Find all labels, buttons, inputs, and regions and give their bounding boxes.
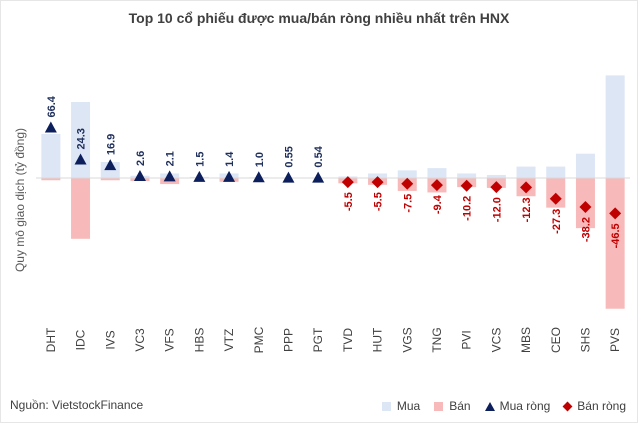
x-tick-label: PGT — [311, 327, 325, 352]
net-sell-label: -7.5 — [402, 194, 414, 213]
x-tick-label: SHS — [578, 328, 592, 353]
x-tick-label: HUT — [371, 327, 385, 352]
net-buy-label: 16.9 — [105, 134, 117, 155]
net-buy-marker — [163, 170, 176, 182]
legend-label-sell: Bán — [449, 399, 471, 413]
buy-bar — [71, 102, 91, 178]
net-sell-label: -5.5 — [373, 192, 385, 211]
buy-bar — [397, 170, 417, 178]
net-sell-label: -9.4 — [432, 194, 444, 214]
x-tick-label: VTZ — [222, 329, 236, 352]
x-tick-label: VCS — [489, 328, 503, 353]
x-tick-label: CEO — [549, 327, 563, 353]
x-tick-label: VGS — [400, 327, 414, 352]
net-sell-label: -5.5 — [343, 192, 355, 211]
x-tick-label: IVS — [103, 330, 117, 349]
diamond-icon — [562, 401, 573, 411]
x-tick-label: PVS — [608, 328, 622, 352]
x-tick-label: PMC — [252, 326, 266, 353]
buy-bar — [486, 174, 506, 178]
x-tick-label: VFS — [163, 328, 177, 351]
legend-swatch-sell — [434, 401, 444, 411]
net-buy-marker — [252, 171, 265, 183]
legend-item-buy[interactable]: Mua — [381, 399, 421, 413]
net-sell-marker — [341, 176, 354, 189]
triangle-icon — [484, 401, 495, 411]
net-sell-marker — [520, 181, 533, 194]
net-buy-marker — [193, 170, 206, 182]
x-tick-label: TVD — [341, 328, 355, 352]
net-sell-marker — [579, 201, 592, 214]
net-buy-marker — [223, 170, 236, 182]
net-sell-label: -12.3 — [521, 197, 533, 222]
net-buy-label: 1.4 — [224, 151, 236, 167]
net-buy-label: 2.6 — [135, 151, 147, 166]
net-buy-label: 0.54 — [313, 145, 325, 167]
buy-bar — [41, 133, 61, 178]
net-sell-label: -12.0 — [491, 197, 503, 222]
sell-bar — [71, 178, 91, 239]
net-buy-label: 0.55 — [283, 146, 295, 167]
buy-bar — [546, 166, 566, 178]
legend-item-net-sell[interactable]: Bán ròng — [562, 399, 626, 413]
net-buy-marker — [312, 171, 325, 183]
x-tick-label: PVI — [460, 330, 474, 349]
legend-item-net-buy[interactable]: Mua ròng — [484, 399, 551, 413]
x-tick-label: MBS — [519, 327, 533, 353]
net-sell-marker — [371, 176, 384, 189]
legend-item-sell[interactable]: Bán — [434, 399, 471, 413]
net-buy-marker — [133, 170, 146, 182]
net-sell-marker — [401, 177, 414, 190]
sell-bar — [41, 178, 61, 181]
x-tick-label: TNG — [430, 327, 444, 352]
sell-bar — [100, 178, 120, 181]
net-buy-label: 24.3 — [76, 128, 88, 149]
net-buy-label: 2.1 — [165, 151, 177, 166]
x-tick-label: HBS — [192, 328, 206, 353]
net-sell-label: -46.5 — [610, 223, 622, 248]
legend-label-buy: Mua — [396, 399, 421, 413]
source-note: Nguồn: VietstockFinance — [10, 398, 144, 412]
legend-label-net-sell: Bán ròng — [577, 399, 626, 413]
net-buy-label: 1.5 — [194, 152, 206, 167]
net-buy-marker — [282, 171, 295, 183]
net-buy-label: 66.4 — [46, 95, 58, 117]
buy-bar — [575, 153, 595, 178]
net-sell-marker — [460, 179, 473, 192]
net-buy-marker — [104, 159, 117, 171]
net-buy-marker — [74, 153, 87, 165]
legend-swatch-buy — [381, 401, 391, 411]
net-sell-marker — [430, 179, 443, 192]
buy-bar — [368, 173, 388, 178]
legend-label-net-buy: Mua ròng — [499, 399, 551, 413]
net-sell-label: -27.3 — [551, 209, 563, 234]
chart-title: Top 10 cổ phiếu được mua/bán ròng nhiều … — [128, 10, 510, 26]
x-tick-label: IDC — [74, 329, 88, 350]
net-sell-label: -10.2 — [462, 196, 474, 221]
buy-bar — [427, 168, 447, 178]
net-sell-marker — [490, 181, 503, 194]
net-buy-label: 1.0 — [254, 152, 266, 167]
x-tick-label: VC3 — [133, 328, 147, 352]
x-tick-label: DHT — [44, 327, 58, 352]
legend: Mua Bán Mua ròng Bán ròng — [368, 399, 626, 413]
sell-bar — [605, 178, 625, 309]
net-sell-marker — [609, 207, 622, 220]
net-sell-label: -38.2 — [580, 217, 592, 242]
x-tick-label: PPP — [281, 328, 295, 352]
buy-bar — [457, 173, 477, 178]
net-sell-marker — [549, 192, 562, 205]
buy-bar — [516, 166, 536, 178]
net-buy-marker — [44, 121, 57, 133]
buy-bar — [605, 75, 625, 178]
